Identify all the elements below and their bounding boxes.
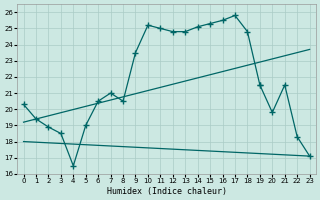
X-axis label: Humidex (Indice chaleur): Humidex (Indice chaleur) (107, 187, 227, 196)
